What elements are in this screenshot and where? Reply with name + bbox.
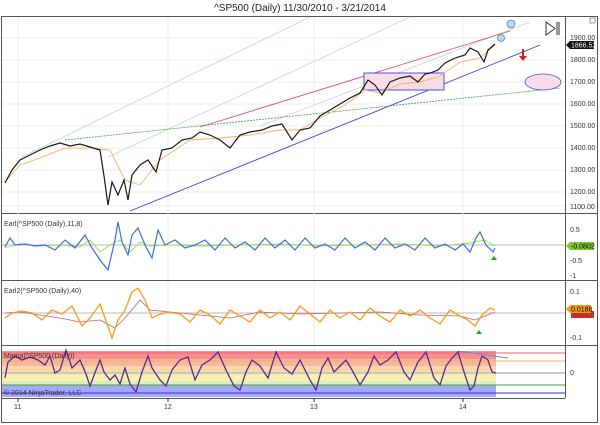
price-panel[interactable]: 1900.00 1800.00 1700.00 1600.00 1500.00 … [2, 16, 597, 398]
mama-panel[interactable]: Mama(^SP500 (Daily)) © 2014 NinjaTrader,… [2, 347, 574, 399]
y-tick: 1400.00 [570, 145, 595, 152]
y-tick: 1100.00 [570, 204, 595, 211]
indicator-label: Mama(^SP500 (Daily)) [4, 353, 75, 360]
y-tick: 1800.00 [570, 57, 595, 64]
circle-marker[interactable] [506, 19, 516, 29]
y-tick: -1 [570, 273, 576, 280]
chart-title: ^SP500 (Daily) 11/30/2010 - 3/21/2014 [214, 3, 386, 14]
circle-marker[interactable] [497, 34, 505, 42]
y-tick: 1600.00 [570, 101, 595, 108]
arrow-down-icon [519, 49, 527, 61]
x-tick: 12 [164, 404, 172, 411]
range-rectangle[interactable] [363, 72, 445, 91]
ellipse-annotation[interactable] [524, 73, 562, 91]
y-tick: 1900.00 [570, 35, 595, 42]
y-tick: 0.1 [570, 289, 580, 296]
earl-panel[interactable]: Earl(^SP500 (Daily),11,8) 0.5 -0.5 -1 -0… [2, 221, 597, 281]
y-tick: 1300.00 [570, 167, 595, 174]
y-tick: 0 [570, 370, 574, 377]
last-value-badge: -0.0802 [571, 244, 595, 251]
x-axis: 11 12 13 14 [14, 398, 467, 411]
last-value-badge: 0.0188 [571, 307, 593, 314]
y-tick: 1700.00 [570, 79, 595, 86]
copyright-text: © 2014 NinjaTrader, LLC [4, 389, 81, 397]
x-tick: 11 [14, 404, 21, 411]
y-tick: -0.5 [570, 258, 582, 265]
earl2-panel[interactable]: Earl2(^SP500 (Daily),40) 0.1 -0.1 0.0188 [2, 287, 597, 346]
y-tick: 1500.00 [570, 123, 595, 130]
indicator-label: Earl2(^SP500 (Daily),40) [4, 288, 81, 295]
maximize-icon[interactable] [589, 17, 596, 24]
y-tick: 1200.00 [570, 189, 595, 196]
indicator-label: Earl(^SP500 (Daily),11,8) [4, 221, 83, 228]
y-tick: -0.1 [570, 335, 582, 342]
play-to-end-icon[interactable] [545, 21, 560, 36]
x-tick: 14 [459, 404, 467, 411]
last-price-badge: 1866.52 [571, 43, 596, 50]
x-tick: 13 [310, 404, 318, 411]
y-tick: 0.5 [570, 227, 580, 234]
